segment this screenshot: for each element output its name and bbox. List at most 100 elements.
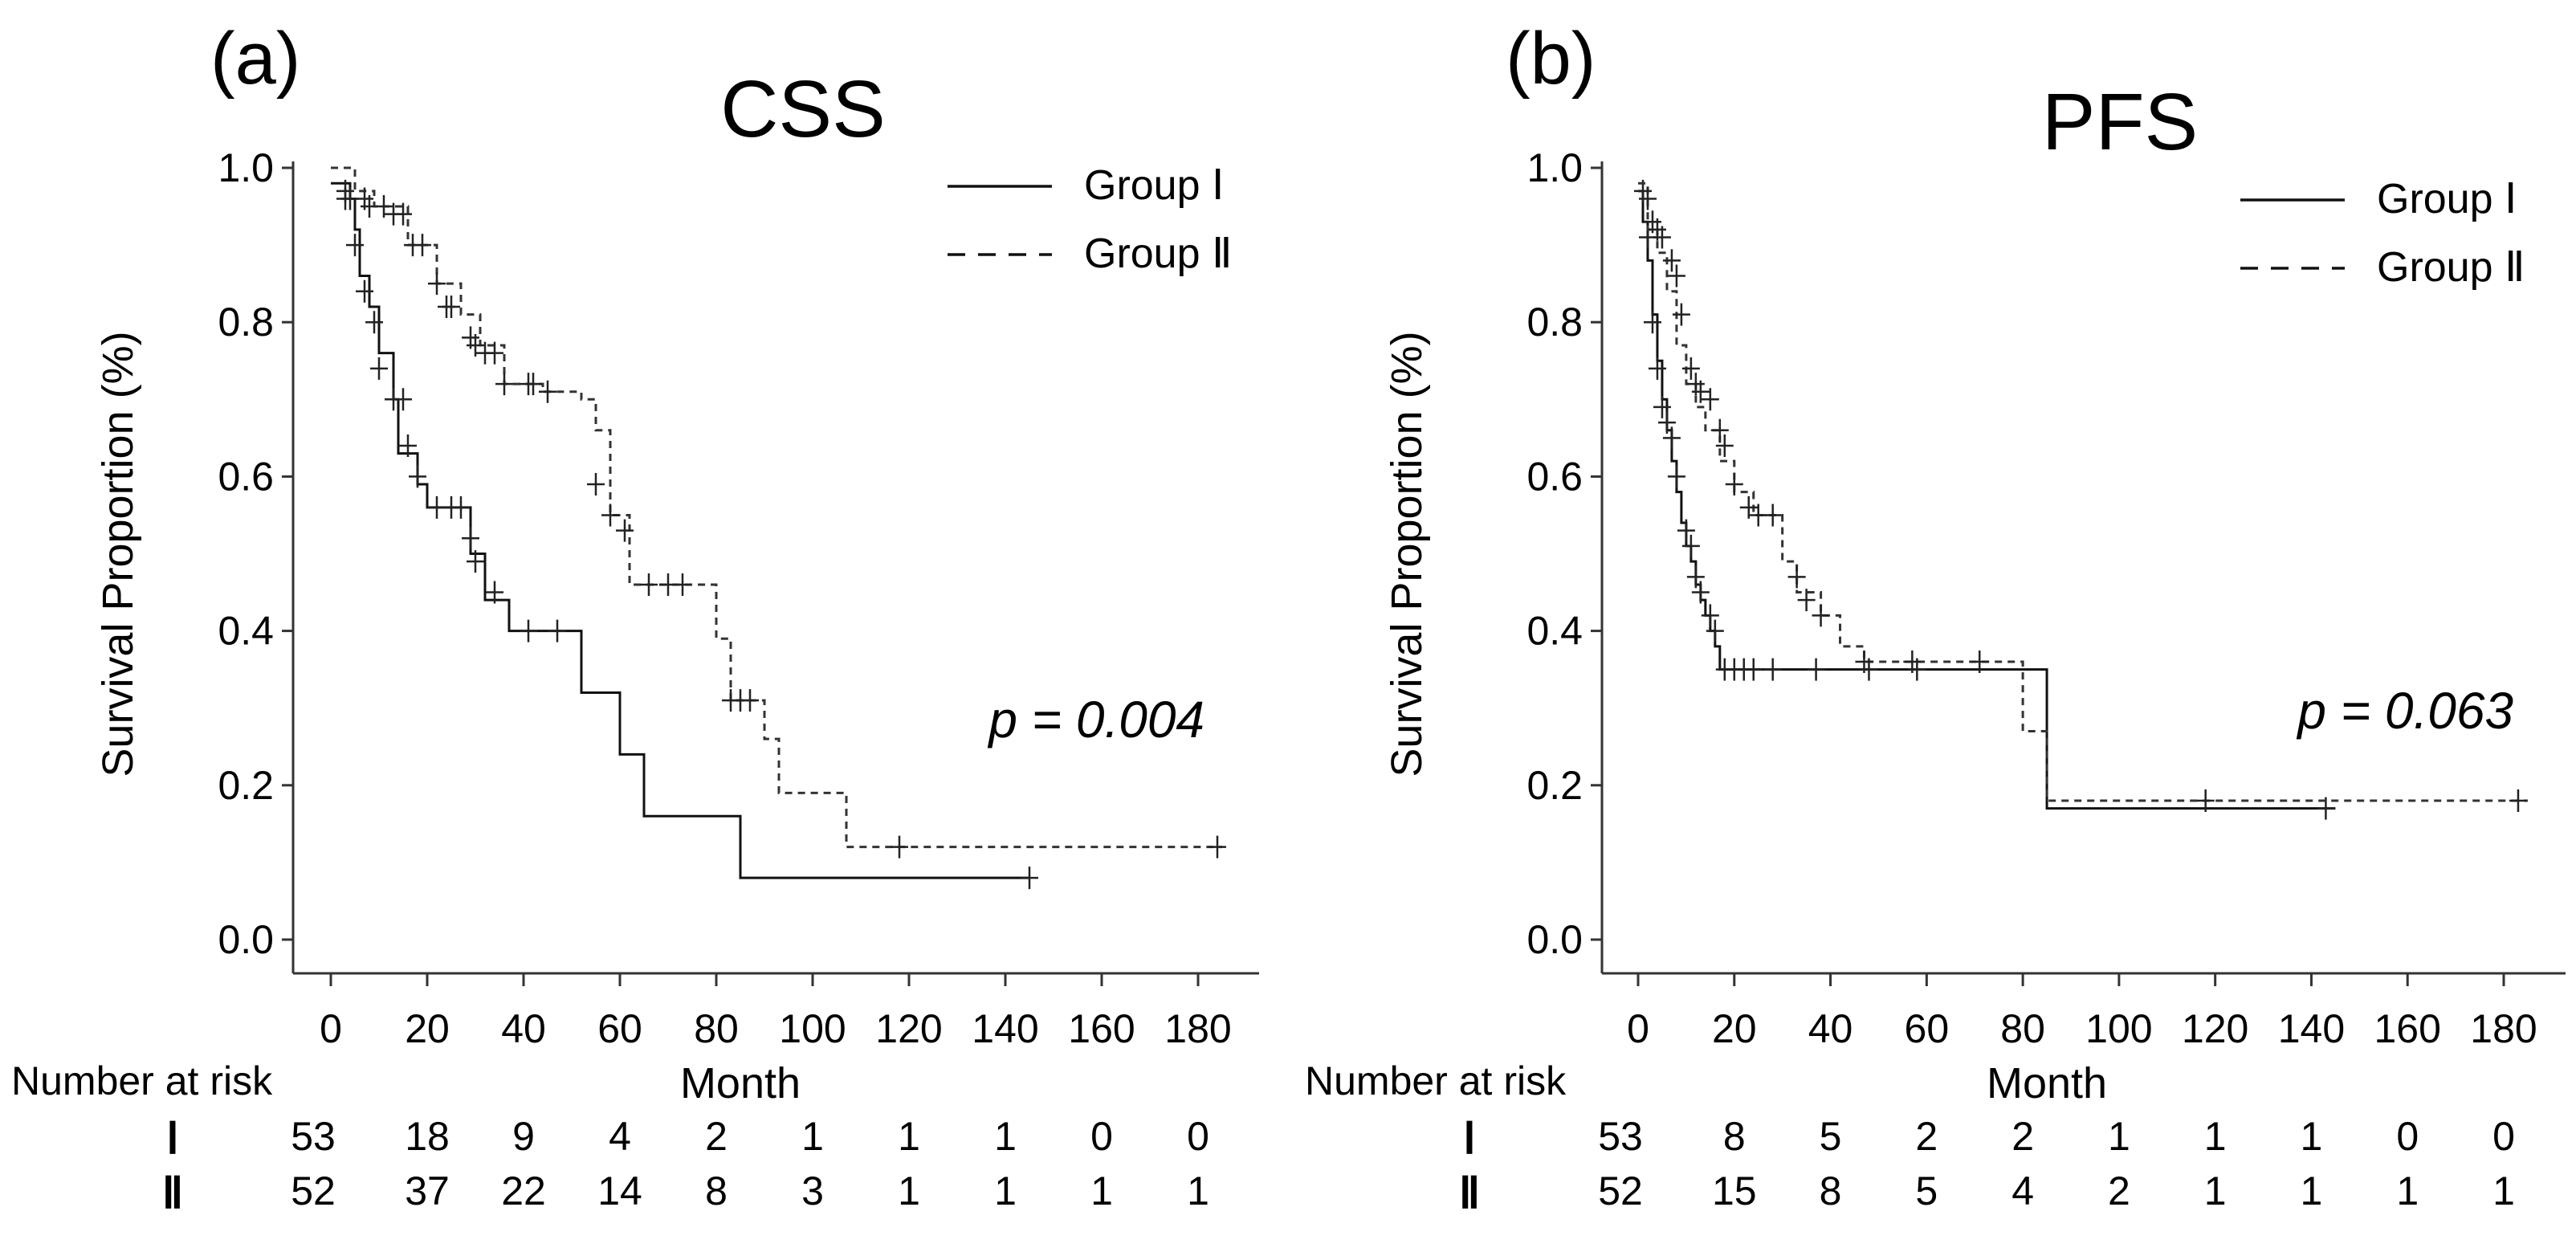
censor-mark bbox=[548, 619, 566, 642]
y-tick-label: 0.0 bbox=[218, 917, 274, 962]
risk-count: 2 bbox=[705, 1114, 728, 1159]
censor-mark bbox=[616, 519, 634, 542]
risk-count: 5 bbox=[1820, 1114, 1842, 1159]
x-tick-label: 20 bbox=[1712, 1006, 1757, 1051]
risk-table-header: Number at risk bbox=[11, 1058, 273, 1103]
censor-mark bbox=[1681, 357, 1700, 380]
censor-mark bbox=[365, 311, 383, 334]
censor-mark bbox=[452, 495, 470, 519]
risk-count: 1 bbox=[2108, 1114, 2130, 1159]
risk-count: 53 bbox=[291, 1114, 336, 1159]
y-tick-label: 0.4 bbox=[218, 609, 274, 654]
panel-label: (a) bbox=[210, 18, 300, 100]
x-tick-label: 140 bbox=[2278, 1006, 2345, 1051]
censor-mark bbox=[1710, 418, 1729, 442]
x-tick-label: 40 bbox=[1808, 1006, 1853, 1051]
risk-count: 14 bbox=[597, 1168, 642, 1213]
censor-mark bbox=[1903, 650, 1922, 674]
risk-count: 1 bbox=[2204, 1114, 2227, 1159]
x-tick-label: 40 bbox=[501, 1006, 546, 1051]
risk-count: 18 bbox=[405, 1114, 450, 1159]
censor-mark bbox=[1662, 426, 1681, 450]
risk-count: 0 bbox=[2492, 1114, 2515, 1159]
y-axis-label: Survival Proportion (%) bbox=[94, 331, 142, 777]
censor-mark bbox=[1672, 303, 1690, 326]
censor-mark bbox=[539, 380, 556, 403]
y-tick-label: 0.6 bbox=[1526, 454, 1583, 499]
censor-mark bbox=[1797, 589, 1816, 612]
censor-mark bbox=[1643, 311, 1661, 334]
risk-count: 1 bbox=[801, 1114, 824, 1159]
series-line-group-i bbox=[1638, 190, 2336, 810]
x-tick-label: 120 bbox=[2182, 1006, 2248, 1051]
censor-mark bbox=[394, 388, 412, 411]
censor-mark bbox=[1701, 604, 1719, 627]
y-tick-label: 0.0 bbox=[1526, 917, 1583, 962]
censor-mark bbox=[495, 373, 513, 396]
y-tick-label: 0.2 bbox=[1526, 763, 1583, 808]
x-axis-label: Month bbox=[1987, 1059, 2107, 1107]
x-tick-label: 160 bbox=[1068, 1006, 1135, 1051]
y-axis-label: Survival Proportion (%) bbox=[1383, 331, 1431, 777]
x-tick-label: 180 bbox=[2470, 1006, 2537, 1051]
legend-label-group-ii: Group Ⅱ bbox=[1084, 230, 1233, 277]
censor-mark bbox=[674, 573, 691, 596]
risk-count: 0 bbox=[1187, 1114, 1209, 1159]
censor-mark bbox=[1812, 604, 1830, 627]
y-tick-label: 1.0 bbox=[1526, 145, 1583, 190]
censor-mark bbox=[356, 279, 373, 303]
censor-mark bbox=[1209, 835, 1226, 858]
censor-mark bbox=[1691, 581, 1710, 604]
censor-mark bbox=[1787, 565, 1806, 589]
risk-count: 52 bbox=[291, 1168, 336, 1213]
censor-mark bbox=[409, 465, 426, 488]
chart-title: PFS bbox=[2042, 77, 2198, 167]
censor-mark bbox=[1706, 619, 1724, 642]
y-tick-label: 0.8 bbox=[218, 300, 274, 345]
censor-mark bbox=[1662, 249, 1681, 272]
censor-mark bbox=[1971, 650, 1989, 674]
risk-count: 1 bbox=[2301, 1114, 2323, 1159]
censor-mark bbox=[1657, 411, 1676, 434]
censor-mark bbox=[1653, 395, 1671, 418]
censor-mark bbox=[1677, 519, 1695, 542]
risk-count: 0 bbox=[2396, 1114, 2419, 1159]
censor-mark bbox=[442, 295, 460, 318]
risk-count: 1 bbox=[898, 1114, 920, 1159]
x-tick-label: 0 bbox=[320, 1006, 342, 1051]
risk-count: 1 bbox=[2301, 1168, 2323, 1213]
censor-mark bbox=[1638, 187, 1657, 210]
censor-mark bbox=[467, 334, 484, 357]
x-tick-label: 60 bbox=[1905, 1006, 1950, 1051]
censor-mark bbox=[1691, 380, 1710, 403]
x-tick-label: 20 bbox=[405, 1006, 450, 1051]
risk-row-label-group-i: Ⅰ bbox=[1463, 1115, 1476, 1163]
censor-mark bbox=[1807, 658, 1825, 681]
censor-mark bbox=[524, 373, 542, 396]
censor-mark bbox=[1648, 357, 1666, 380]
censor-mark bbox=[462, 527, 479, 550]
risk-row-label-group-ii: Ⅱ bbox=[162, 1169, 184, 1217]
x-tick-label: 100 bbox=[2085, 1006, 2152, 1051]
risk-count: 15 bbox=[1712, 1168, 1757, 1213]
risk-count: 8 bbox=[1723, 1114, 1746, 1159]
risk-count: 8 bbox=[1820, 1168, 1842, 1213]
y-tick-label: 0.8 bbox=[1526, 300, 1583, 345]
censor-mark bbox=[399, 434, 417, 457]
censor-mark bbox=[1701, 388, 1719, 411]
risk-row-label-group-i: Ⅰ bbox=[166, 1115, 179, 1163]
risk-count: 1 bbox=[2396, 1168, 2419, 1213]
censor-mark bbox=[741, 689, 759, 712]
censor-mark bbox=[1667, 264, 1685, 288]
x-tick-label: 100 bbox=[779, 1006, 846, 1051]
risk-count: 53 bbox=[1598, 1114, 1643, 1159]
censor-mark bbox=[2317, 797, 2335, 820]
series-line-group-ii bbox=[331, 166, 1222, 849]
x-tick-label: 160 bbox=[2374, 1006, 2441, 1051]
panel-label: (b) bbox=[1506, 18, 1596, 100]
censor-mark bbox=[428, 272, 446, 296]
x-tick-label: 80 bbox=[694, 1006, 739, 1051]
censor-mark bbox=[486, 581, 503, 604]
